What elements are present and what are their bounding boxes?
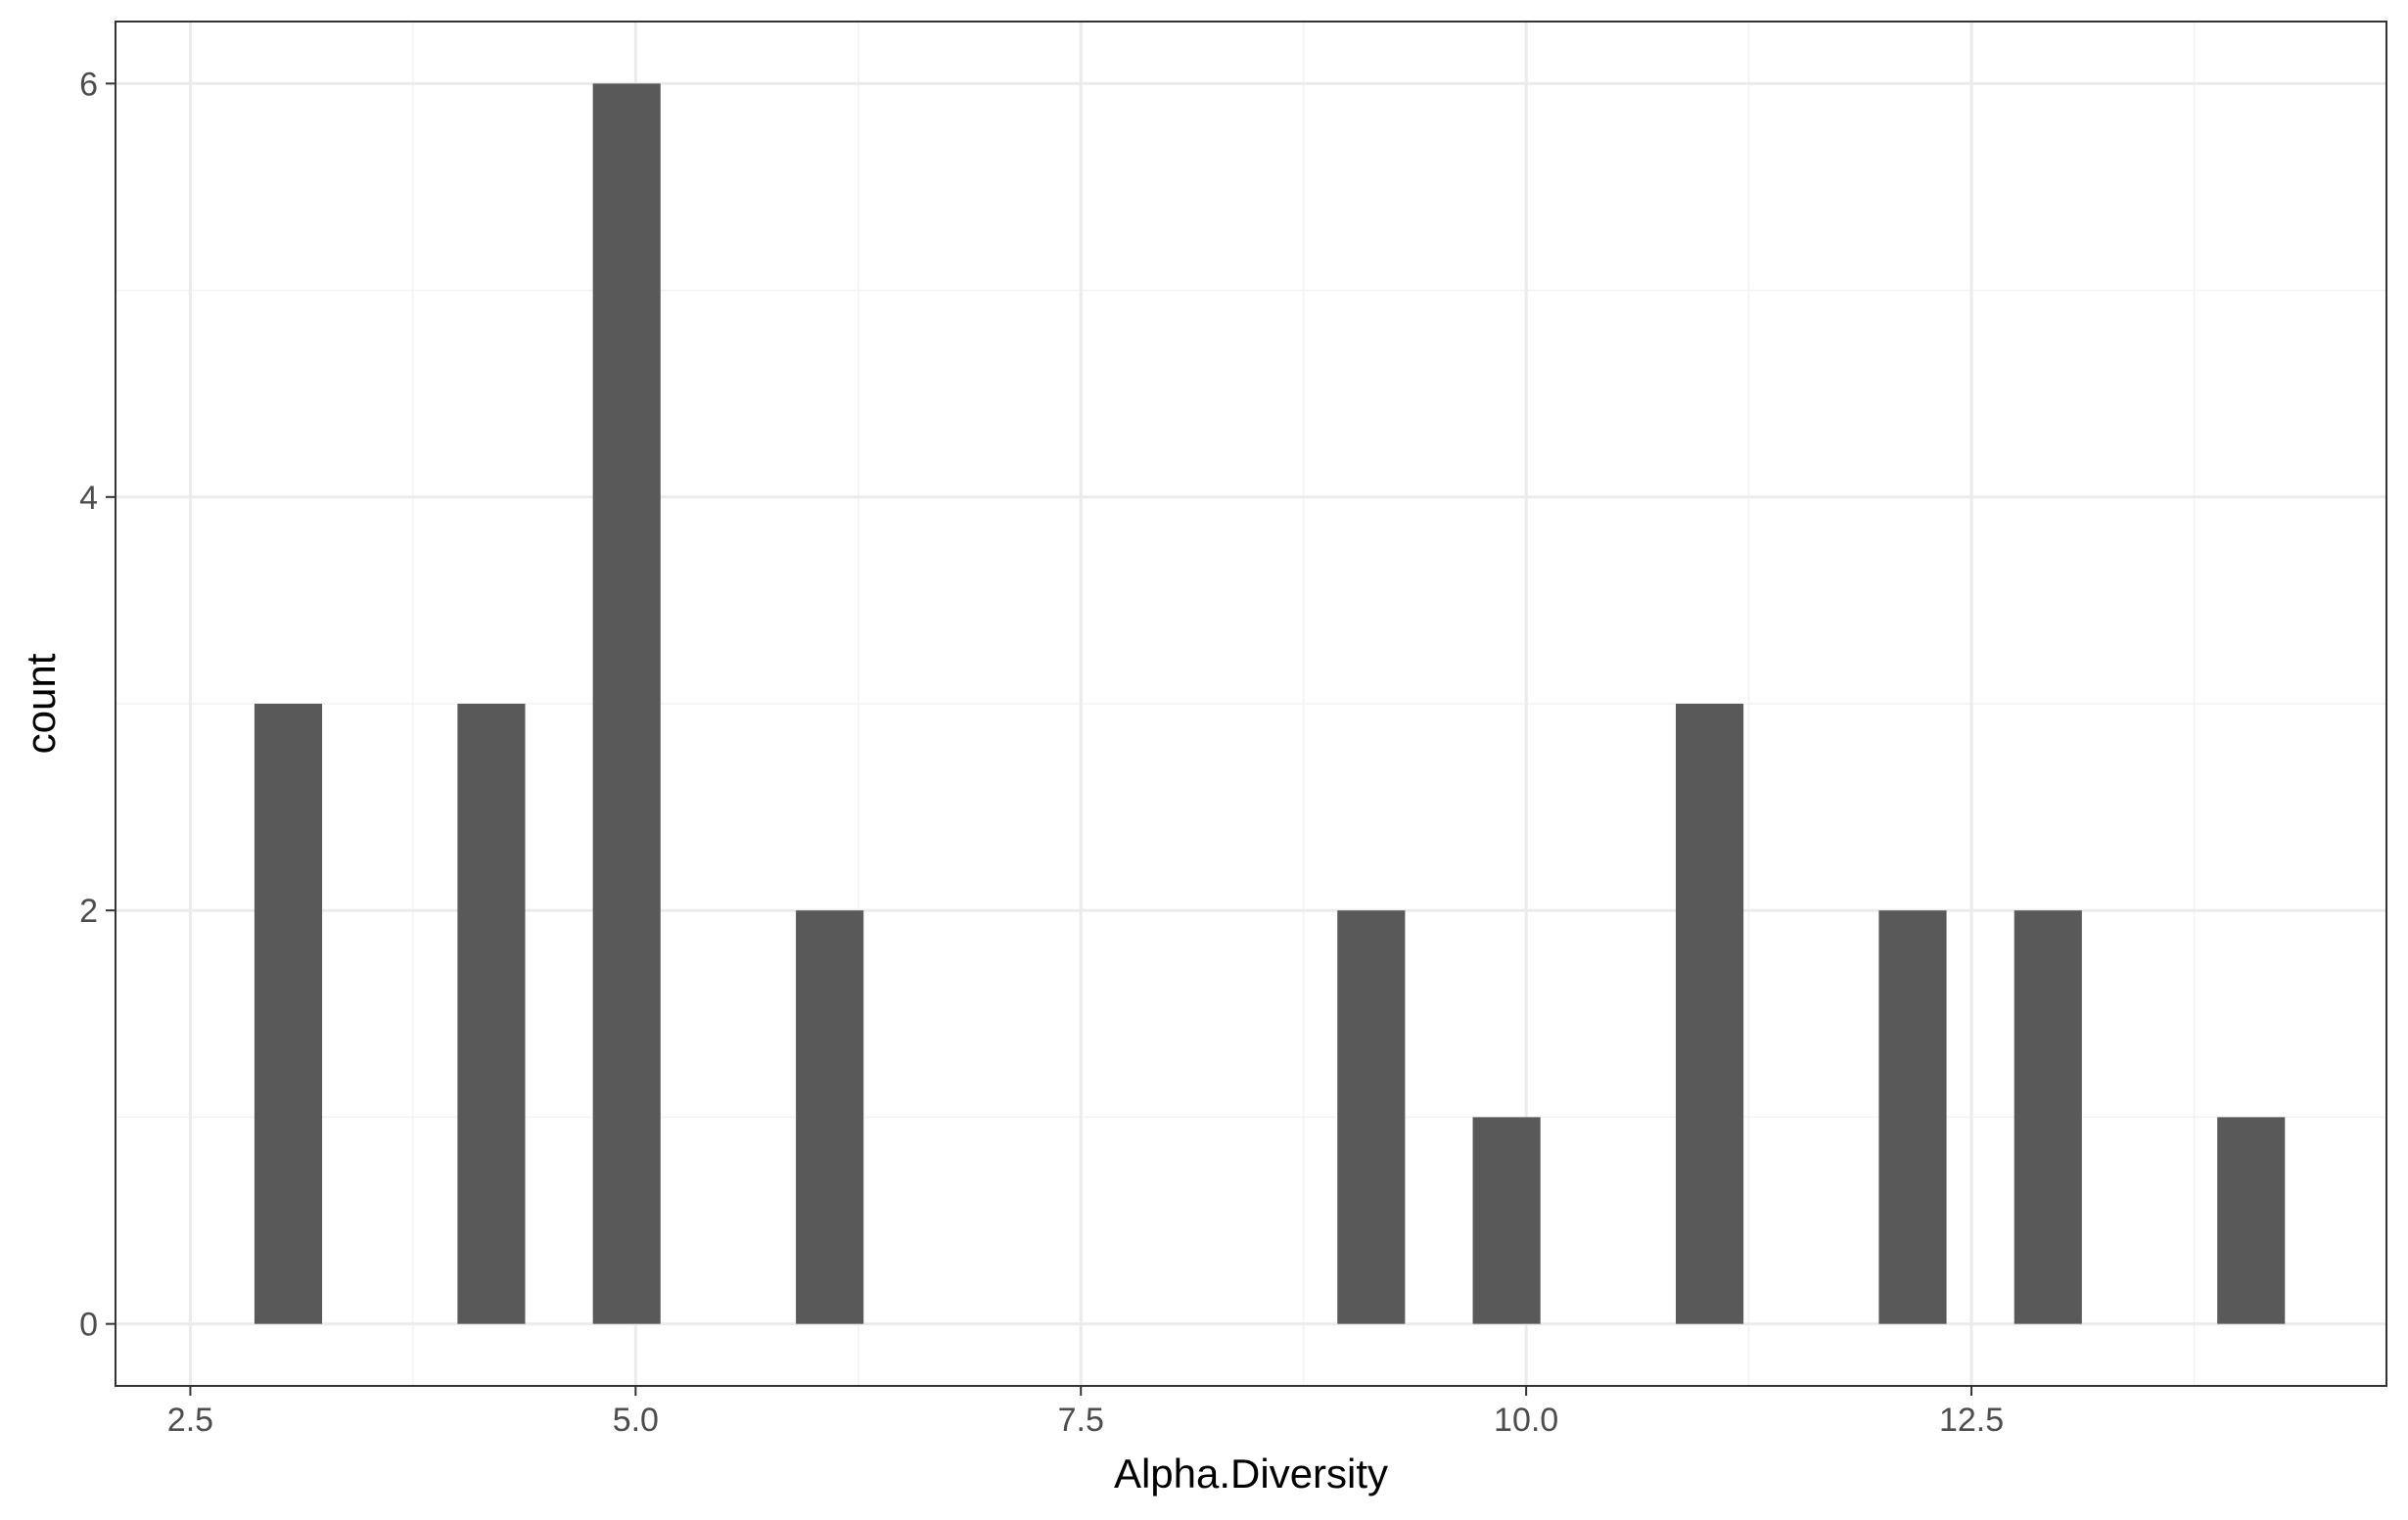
x-tick-label: 5.0 <box>613 1402 659 1439</box>
histogram-bar <box>592 83 661 1324</box>
x-tick-label: 10.0 <box>1494 1402 1558 1439</box>
y-tick-label: 0 <box>79 1307 98 1344</box>
histogram-bar <box>1472 1117 1541 1324</box>
histogram-bar <box>2217 1117 2286 1324</box>
histogram-bar <box>796 910 864 1324</box>
y-tick-label: 6 <box>79 66 98 103</box>
x-axis-ticks: 2.5 5.0 7.5 10.0 12.5 <box>167 1386 2004 1439</box>
x-axis-title: Alpha.Diversity <box>1114 1451 1388 1497</box>
bars-group <box>254 83 2286 1324</box>
y-tick-label: 2 <box>79 893 98 930</box>
histogram-bar <box>1337 910 1406 1324</box>
histogram-bar <box>457 704 526 1324</box>
x-tick-label: 2.5 <box>167 1402 213 1439</box>
histogram-bar <box>1878 910 1947 1324</box>
y-axis-ticks: 0 2 4 6 <box>79 66 116 1344</box>
x-tick-label: 7.5 <box>1058 1402 1104 1439</box>
histogram-bar <box>254 704 323 1324</box>
histogram-bar <box>1675 704 1744 1324</box>
y-axis-title: count <box>18 653 64 754</box>
histogram-bar <box>2014 910 2082 1324</box>
panel-border <box>115 21 2387 1387</box>
y-tick-label: 4 <box>79 480 98 517</box>
x-tick-label: 12.5 <box>1939 1402 2004 1439</box>
